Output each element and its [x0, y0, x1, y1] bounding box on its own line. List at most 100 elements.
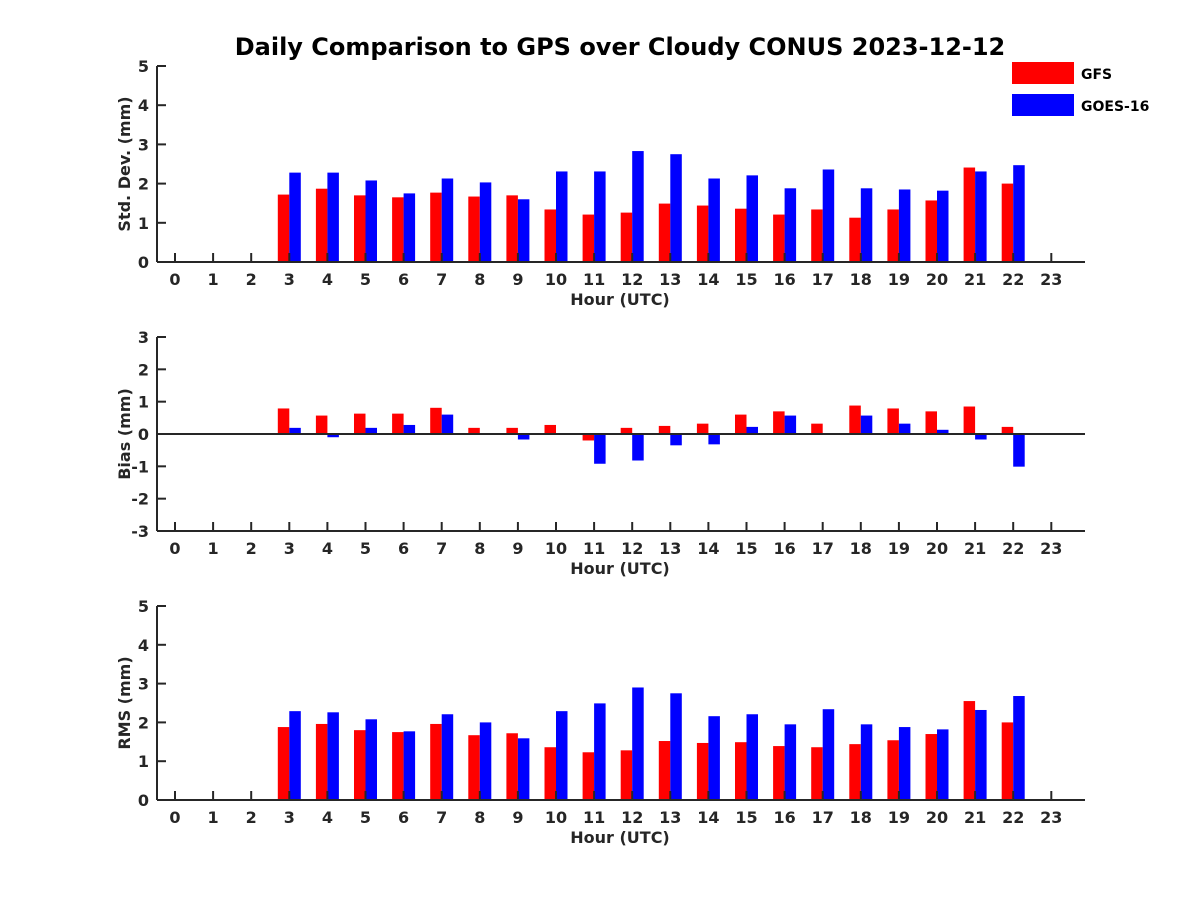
bar-rms-gfs-hour-5: [354, 730, 366, 800]
x-tick-label-stddev: 18: [850, 270, 872, 289]
y-tick-label-bias: 2: [138, 360, 149, 379]
x-tick-label-bias: 19: [888, 539, 910, 558]
bar-bias-goes16-hour-20: [937, 429, 949, 434]
x-tick-label-stddev: 4: [322, 270, 333, 289]
bar-rms-gfs-hour-14: [696, 742, 709, 800]
bar-stddev-gfs-hour-19: [887, 209, 899, 262]
bar-bias-gfs-hour-22: [1001, 426, 1014, 434]
bar-rms-gfs-hour-12: [620, 750, 633, 800]
bar-bias-gfs-hour-17: [811, 423, 823, 434]
bar-stddev-goes16-hour-21: [975, 171, 987, 262]
x-tick-label-rms: 4: [322, 808, 333, 827]
bar-stddev-gfs-hour-20: [925, 200, 937, 262]
y-axis-label-stddev: Std. Dev. (mm): [115, 96, 134, 231]
y-tick-label-rms: 3: [138, 675, 149, 694]
x-tick-label-stddev: 13: [659, 270, 681, 289]
bar-stddev-goes16-hour-13: [670, 154, 682, 262]
x-tick-label-stddev: 21: [964, 270, 986, 289]
bar-stddev-goes16-hour-12: [632, 151, 644, 262]
legend-swatch-goes16: [1012, 94, 1074, 116]
bar-stddev-gfs-hour-7: [430, 192, 442, 262]
bar-rms-gfs-hour-15: [735, 742, 747, 800]
bar-stddev-goes16-hour-9: [517, 199, 530, 262]
bar-rms-gfs-hour-13: [658, 741, 671, 800]
bar-rms-goes16-hour-22: [1013, 696, 1025, 800]
bar-bias-gfs-hour-6: [392, 413, 404, 434]
x-tick-label-stddev: 12: [621, 270, 643, 289]
bar-stddev-gfs-hour-15: [735, 208, 747, 262]
bar-rms-gfs-hour-4: [315, 723, 328, 800]
x-tick-label-rms: 15: [735, 808, 757, 827]
x-tick-label-bias: 16: [773, 539, 795, 558]
bar-rms-goes16-hour-11: [594, 703, 606, 800]
bar-bias-goes16-hour-11: [594, 434, 606, 464]
bar-stddev-gfs-hour-9: [506, 195, 518, 262]
y-tick-label-rms: 2: [138, 713, 149, 732]
x-tick-label-bias: 1: [208, 539, 219, 558]
x-tick-label-bias: 21: [964, 539, 986, 558]
x-tick-label-bias: 11: [583, 539, 605, 558]
y-tick-label-bias: -1: [131, 457, 149, 476]
y-axis-label-bias: Bias (mm): [115, 388, 134, 480]
y-tick-label-bias: 0: [138, 425, 149, 444]
bar-rms-goes16-hour-18: [860, 724, 873, 800]
x-tick-label-stddev: 9: [512, 270, 523, 289]
x-tick-label-rms: 9: [512, 808, 523, 827]
bar-stddev-goes16-hour-18: [860, 188, 873, 262]
bar-stddev-goes16-hour-4: [327, 172, 339, 262]
bar-bias-gfs-hour-14: [696, 423, 709, 434]
bar-rms-gfs-hour-16: [773, 746, 785, 800]
y-tick-label-bias: 3: [138, 328, 149, 347]
bar-rms-gfs-hour-3: [277, 727, 290, 800]
bar-rms-goes16-hour-3: [289, 711, 301, 800]
x-tick-label-bias: 20: [926, 539, 948, 558]
bar-stddev-goes16-hour-3: [289, 172, 301, 262]
bar-bias-goes16-hour-7: [441, 414, 454, 434]
x-tick-label-bias: 23: [1040, 539, 1062, 558]
y-tick-label-stddev: 0: [138, 253, 149, 272]
bar-rms-gfs-hour-21: [963, 701, 976, 800]
x-axis-label-bias: Hour (UTC): [570, 559, 670, 578]
x-tick-label-stddev: 14: [697, 270, 719, 289]
x-tick-label-bias: 0: [169, 539, 180, 558]
x-tick-label-rms: 5: [360, 808, 371, 827]
x-tick-label-rms: 7: [436, 808, 447, 827]
bar-stddev-goes16-hour-10: [556, 171, 568, 262]
x-tick-label-stddev: 5: [360, 270, 371, 289]
x-tick-label-bias: 6: [398, 539, 409, 558]
bar-rms-gfs-hour-6: [392, 732, 404, 800]
bar-stddev-goes16-hour-16: [784, 188, 797, 262]
bar-rms-gfs-hour-8: [468, 735, 480, 800]
x-tick-label-bias: 18: [850, 539, 872, 558]
bar-bias-goes16-hour-4: [327, 434, 339, 438]
bar-bias-goes16-hour-19: [898, 423, 911, 434]
y-axis-label-rms: RMS (mm): [115, 656, 134, 749]
x-tick-label-rms: 19: [888, 808, 910, 827]
bar-bias-gfs-hour-18: [849, 405, 861, 434]
bar-rms-gfs-hour-10: [544, 747, 556, 800]
bar-bias-gfs-hour-13: [658, 425, 671, 434]
bar-stddev-goes16-hour-15: [746, 175, 758, 262]
x-tick-label-rms: 16: [773, 808, 795, 827]
bar-rms-goes16-hour-8: [479, 722, 492, 800]
x-tick-label-stddev: 17: [812, 270, 834, 289]
bar-bias-goes16-hour-18: [860, 415, 873, 434]
bar-rms-gfs-hour-9: [506, 733, 518, 800]
bar-rms-gfs-hour-20: [925, 734, 937, 800]
x-tick-label-rms: 22: [1002, 808, 1024, 827]
bar-bias-gfs-hour-8: [468, 427, 480, 434]
x-tick-label-rms: 14: [697, 808, 719, 827]
x-tick-label-stddev: 2: [246, 270, 257, 289]
bar-rms-gfs-hour-22: [1001, 722, 1014, 800]
x-tick-label-rms: 13: [659, 808, 681, 827]
bar-stddev-gfs-hour-14: [696, 205, 709, 262]
bar-stddev-gfs-hour-13: [658, 203, 671, 262]
x-tick-label-bias: 9: [512, 539, 523, 558]
x-tick-label-bias: 10: [545, 539, 567, 558]
bar-stddev-gfs-hour-4: [315, 188, 328, 262]
bar-stddev-goes16-hour-14: [708, 178, 720, 262]
bar-rms-goes16-hour-14: [708, 716, 720, 800]
bar-stddev-gfs-hour-21: [963, 167, 976, 262]
